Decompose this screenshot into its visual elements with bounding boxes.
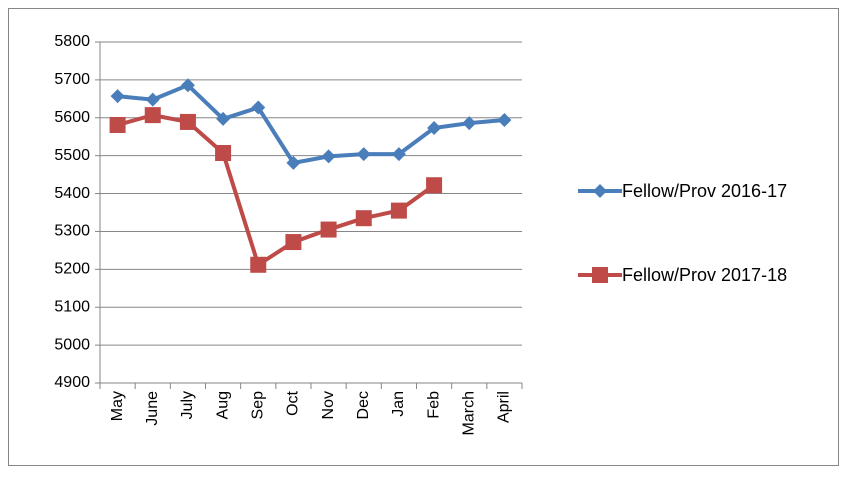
y-tick-label: 5400 — [54, 185, 90, 202]
series-line — [117, 83, 505, 165]
x-tick-label: Jan — [390, 391, 407, 417]
x-tick-label: Sep — [249, 391, 266, 420]
x-tick-label: Aug — [214, 391, 231, 419]
x-tick-label: Feb — [425, 391, 442, 419]
data-point — [215, 145, 232, 162]
data-point — [250, 256, 267, 273]
x-tick-label: Oct — [285, 390, 302, 415]
data-point — [391, 147, 406, 162]
y-tick-label: 5500 — [54, 147, 90, 164]
data-point — [427, 121, 442, 136]
data-point — [497, 113, 512, 128]
y-tick-label: 4900 — [54, 374, 90, 391]
x-tick-label: Nov — [320, 391, 337, 419]
data-point — [251, 100, 266, 115]
data-point — [390, 202, 407, 219]
legend-marker — [592, 267, 608, 283]
data-point — [144, 107, 161, 124]
legend-label: Fellow/Prov 2016-17 — [622, 181, 788, 201]
x-tick-label: April — [496, 391, 513, 423]
data-point — [180, 78, 195, 93]
data-point — [321, 149, 336, 164]
data-point — [216, 111, 231, 126]
data-point — [356, 147, 371, 162]
y-tick-label: 5300 — [54, 223, 90, 240]
data-point — [109, 116, 126, 133]
x-tick-label: June — [144, 391, 161, 426]
data-point — [426, 177, 443, 194]
y-tick-label: 5200 — [54, 261, 90, 278]
y-tick-label: 5700 — [54, 71, 90, 88]
x-tick-label: March — [460, 391, 477, 435]
legend-marker — [593, 184, 607, 198]
data-point — [462, 116, 477, 131]
x-tick-label: May — [109, 391, 126, 421]
data-point — [145, 92, 160, 107]
x-tick-label: Dec — [355, 391, 372, 419]
data-point — [110, 89, 125, 104]
y-tick-label: 5100 — [54, 298, 90, 315]
legend-label: Fellow/Prov 2017-18 — [622, 265, 788, 285]
x-tick-label: July — [179, 391, 196, 419]
y-tick-label: 5000 — [54, 336, 90, 353]
data-point — [355, 210, 372, 227]
data-point — [320, 221, 337, 238]
data-point — [286, 155, 301, 170]
y-tick-label: 5600 — [54, 109, 90, 126]
data-point — [285, 234, 302, 251]
series-line — [117, 113, 436, 267]
data-point — [179, 113, 196, 130]
chart-border — [8, 8, 839, 466]
y-tick-label: 5800 — [54, 33, 90, 50]
